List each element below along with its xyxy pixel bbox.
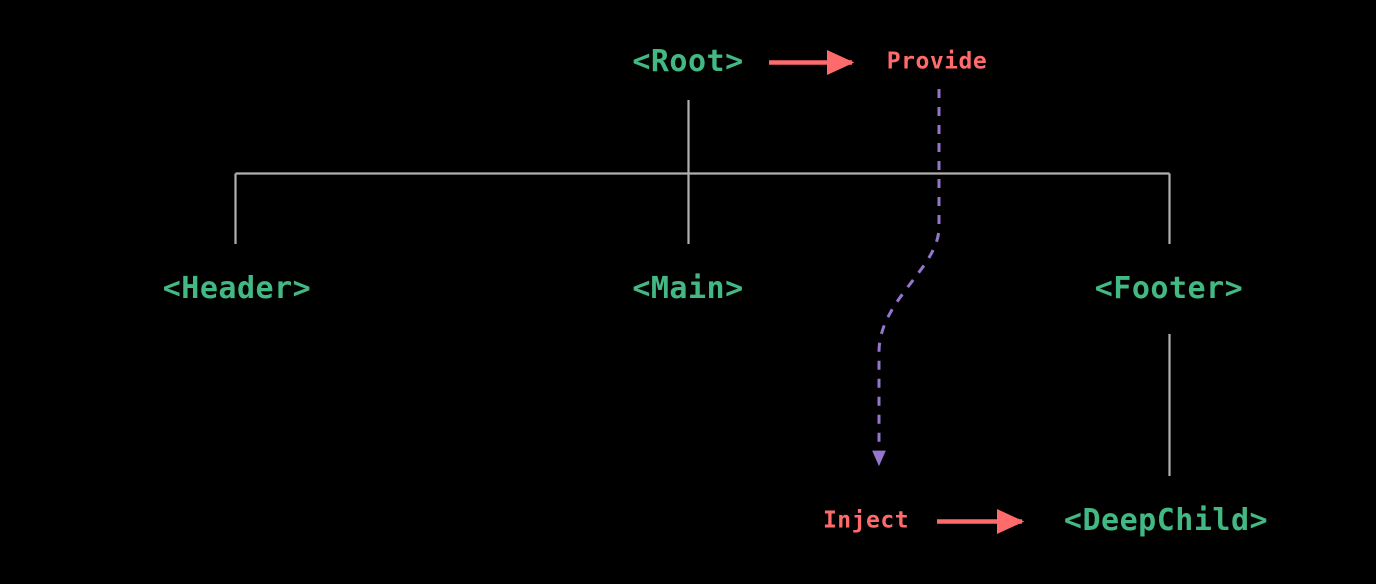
node-footer[interactable]: <Footer>: [1094, 271, 1244, 306]
node-header[interactable]: <Header>: [162, 271, 312, 306]
node-deepchild[interactable]: <DeepChild>: [1063, 503, 1269, 538]
node-root[interactable]: <Root>: [632, 44, 744, 79]
node-main[interactable]: <Main>: [632, 271, 744, 306]
label-inject[interactable]: Inject: [822, 507, 910, 534]
label-provide[interactable]: Provide: [886, 48, 988, 75]
flow-provide-to-inject: [872, 89, 941, 467]
